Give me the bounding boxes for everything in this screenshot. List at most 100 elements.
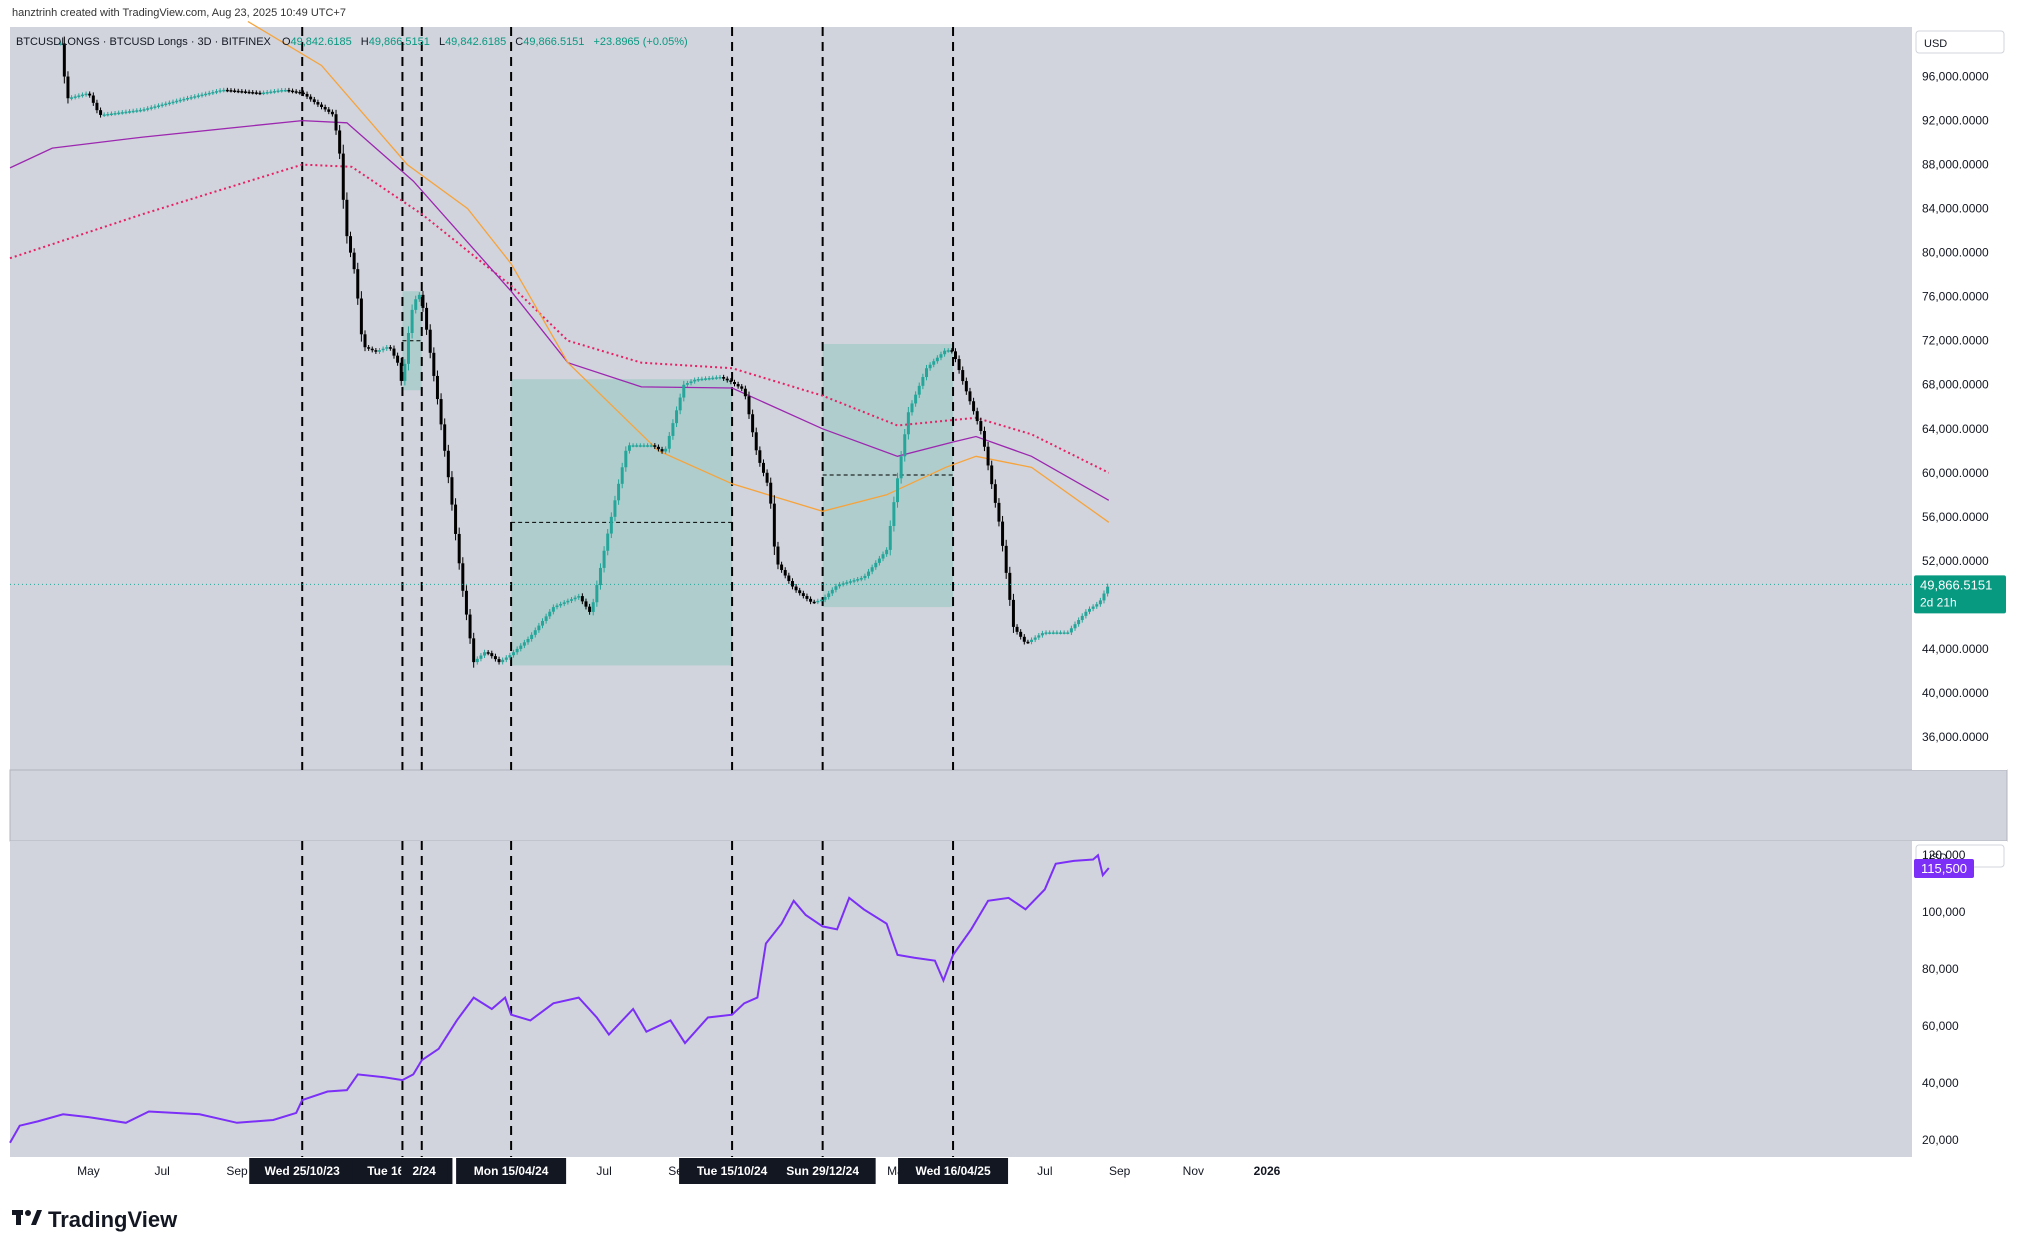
candle-body: [957, 359, 961, 371]
candle-body: [678, 397, 682, 411]
candle-body: [577, 596, 581, 598]
price-tick-label: 40,000.0000: [1922, 686, 1989, 700]
top-currency-button[interactable]: USD: [1915, 30, 2005, 54]
candle-body: [377, 350, 381, 352]
candle-body: [95, 102, 99, 111]
candle-body: [635, 445, 639, 447]
candle-body: [733, 381, 736, 385]
candle-body: [142, 109, 146, 111]
candle-body: [258, 92, 262, 95]
candle-body: [696, 379, 700, 381]
candle-body: [725, 378, 729, 381]
candle-body: [932, 361, 936, 365]
candle-body: [559, 603, 563, 606]
candle-body: [609, 516, 613, 534]
candle-body: [392, 348, 396, 356]
candle-body: [917, 385, 921, 395]
candle-body: [874, 562, 878, 568]
candle-body: [946, 350, 950, 352]
candle-body: [993, 484, 997, 503]
time-tick-label: Sep: [1109, 1164, 1131, 1178]
candle-body: [761, 462, 765, 473]
candle-body: [566, 600, 570, 603]
candle-body: [711, 377, 715, 380]
candle-body: [91, 95, 95, 103]
candle-body: [381, 348, 385, 351]
candle-body: [128, 111, 132, 113]
candle-body: [617, 483, 621, 501]
legend-close: 49,866.5151: [523, 36, 584, 48]
candle-body: [722, 377, 726, 379]
candle-body: [287, 89, 291, 92]
candle-body: [62, 43, 66, 77]
candle-body: [990, 465, 994, 485]
candle-body: [243, 91, 247, 93]
moving-average-red-dotted: [9, 163, 1110, 474]
btc-price-line: [9, 853, 1110, 1144]
candle-body: [906, 412, 910, 435]
candle-body: [1040, 633, 1044, 636]
candle-body: [167, 102, 171, 105]
candle-body: [682, 384, 686, 398]
time-marker-badge: [898, 1158, 1009, 1184]
candle-body: [160, 104, 164, 107]
candle-body: [646, 445, 650, 447]
candle-body: [182, 98, 186, 101]
bottom-pane-background: [10, 841, 1912, 1188]
candle-body: [584, 601, 588, 607]
candle-body: [73, 96, 77, 98]
candle-body: [704, 378, 708, 380]
candle-body: [1106, 586, 1110, 594]
candle-body: [841, 583, 845, 585]
candle-body: [178, 99, 182, 102]
candle-body: [508, 655, 512, 658]
time-tick-label: May: [77, 1164, 100, 1178]
candle-body: [120, 112, 124, 114]
candle-body: [283, 89, 287, 92]
btc-last-value: 115,500: [1921, 861, 1967, 876]
candle-body: [417, 294, 421, 300]
candle-body: [312, 99, 316, 103]
candle-body: [439, 399, 443, 425]
candle-body: [276, 90, 280, 93]
candle-body: [512, 652, 516, 656]
candle-body: [1062, 632, 1066, 634]
price-tick-label: 84,000.0000: [1922, 202, 1989, 216]
candle-body: [602, 550, 606, 568]
candle-body: [914, 394, 918, 404]
candle-body: [1019, 631, 1023, 637]
candle-body: [580, 596, 584, 602]
candle-body: [660, 449, 664, 452]
candle-body: [823, 597, 827, 600]
candle-body: [102, 114, 106, 116]
shaded-range-box: [822, 344, 954, 608]
candle-body: [1059, 632, 1063, 634]
price-tick-label: 60,000.0000: [1922, 466, 1989, 480]
legend-open-label: O: [282, 36, 291, 48]
candle-body: [830, 589, 834, 594]
candle-body: [939, 354, 943, 358]
price-tick-label: 52,000.0000: [1922, 554, 1989, 568]
candle-body: [316, 102, 320, 105]
candle-body: [214, 91, 218, 93]
time-marker-label: Wed 25/10/23: [265, 1164, 340, 1178]
candle-body: [403, 363, 407, 381]
candle-body: [667, 435, 671, 449]
candle-body: [189, 97, 193, 99]
price-tick-label: 96,000.0000: [1922, 70, 1989, 84]
candle-body: [457, 533, 461, 564]
candle-body: [70, 97, 74, 99]
time-tick-label: Jul: [1037, 1164, 1052, 1178]
candle-body: [432, 352, 436, 376]
candle-body: [301, 92, 305, 95]
price-tick-label: 64,000.0000: [1922, 422, 1989, 436]
candle-body: [1001, 521, 1005, 546]
candle-body: [1030, 639, 1034, 642]
candle-body: [309, 96, 313, 100]
candle-body: [106, 113, 110, 116]
candle-body: [396, 355, 400, 363]
candle-body: [454, 504, 458, 534]
tradingview-logo[interactable]: TradingView: [12, 1207, 177, 1233]
candle-body: [588, 606, 592, 612]
